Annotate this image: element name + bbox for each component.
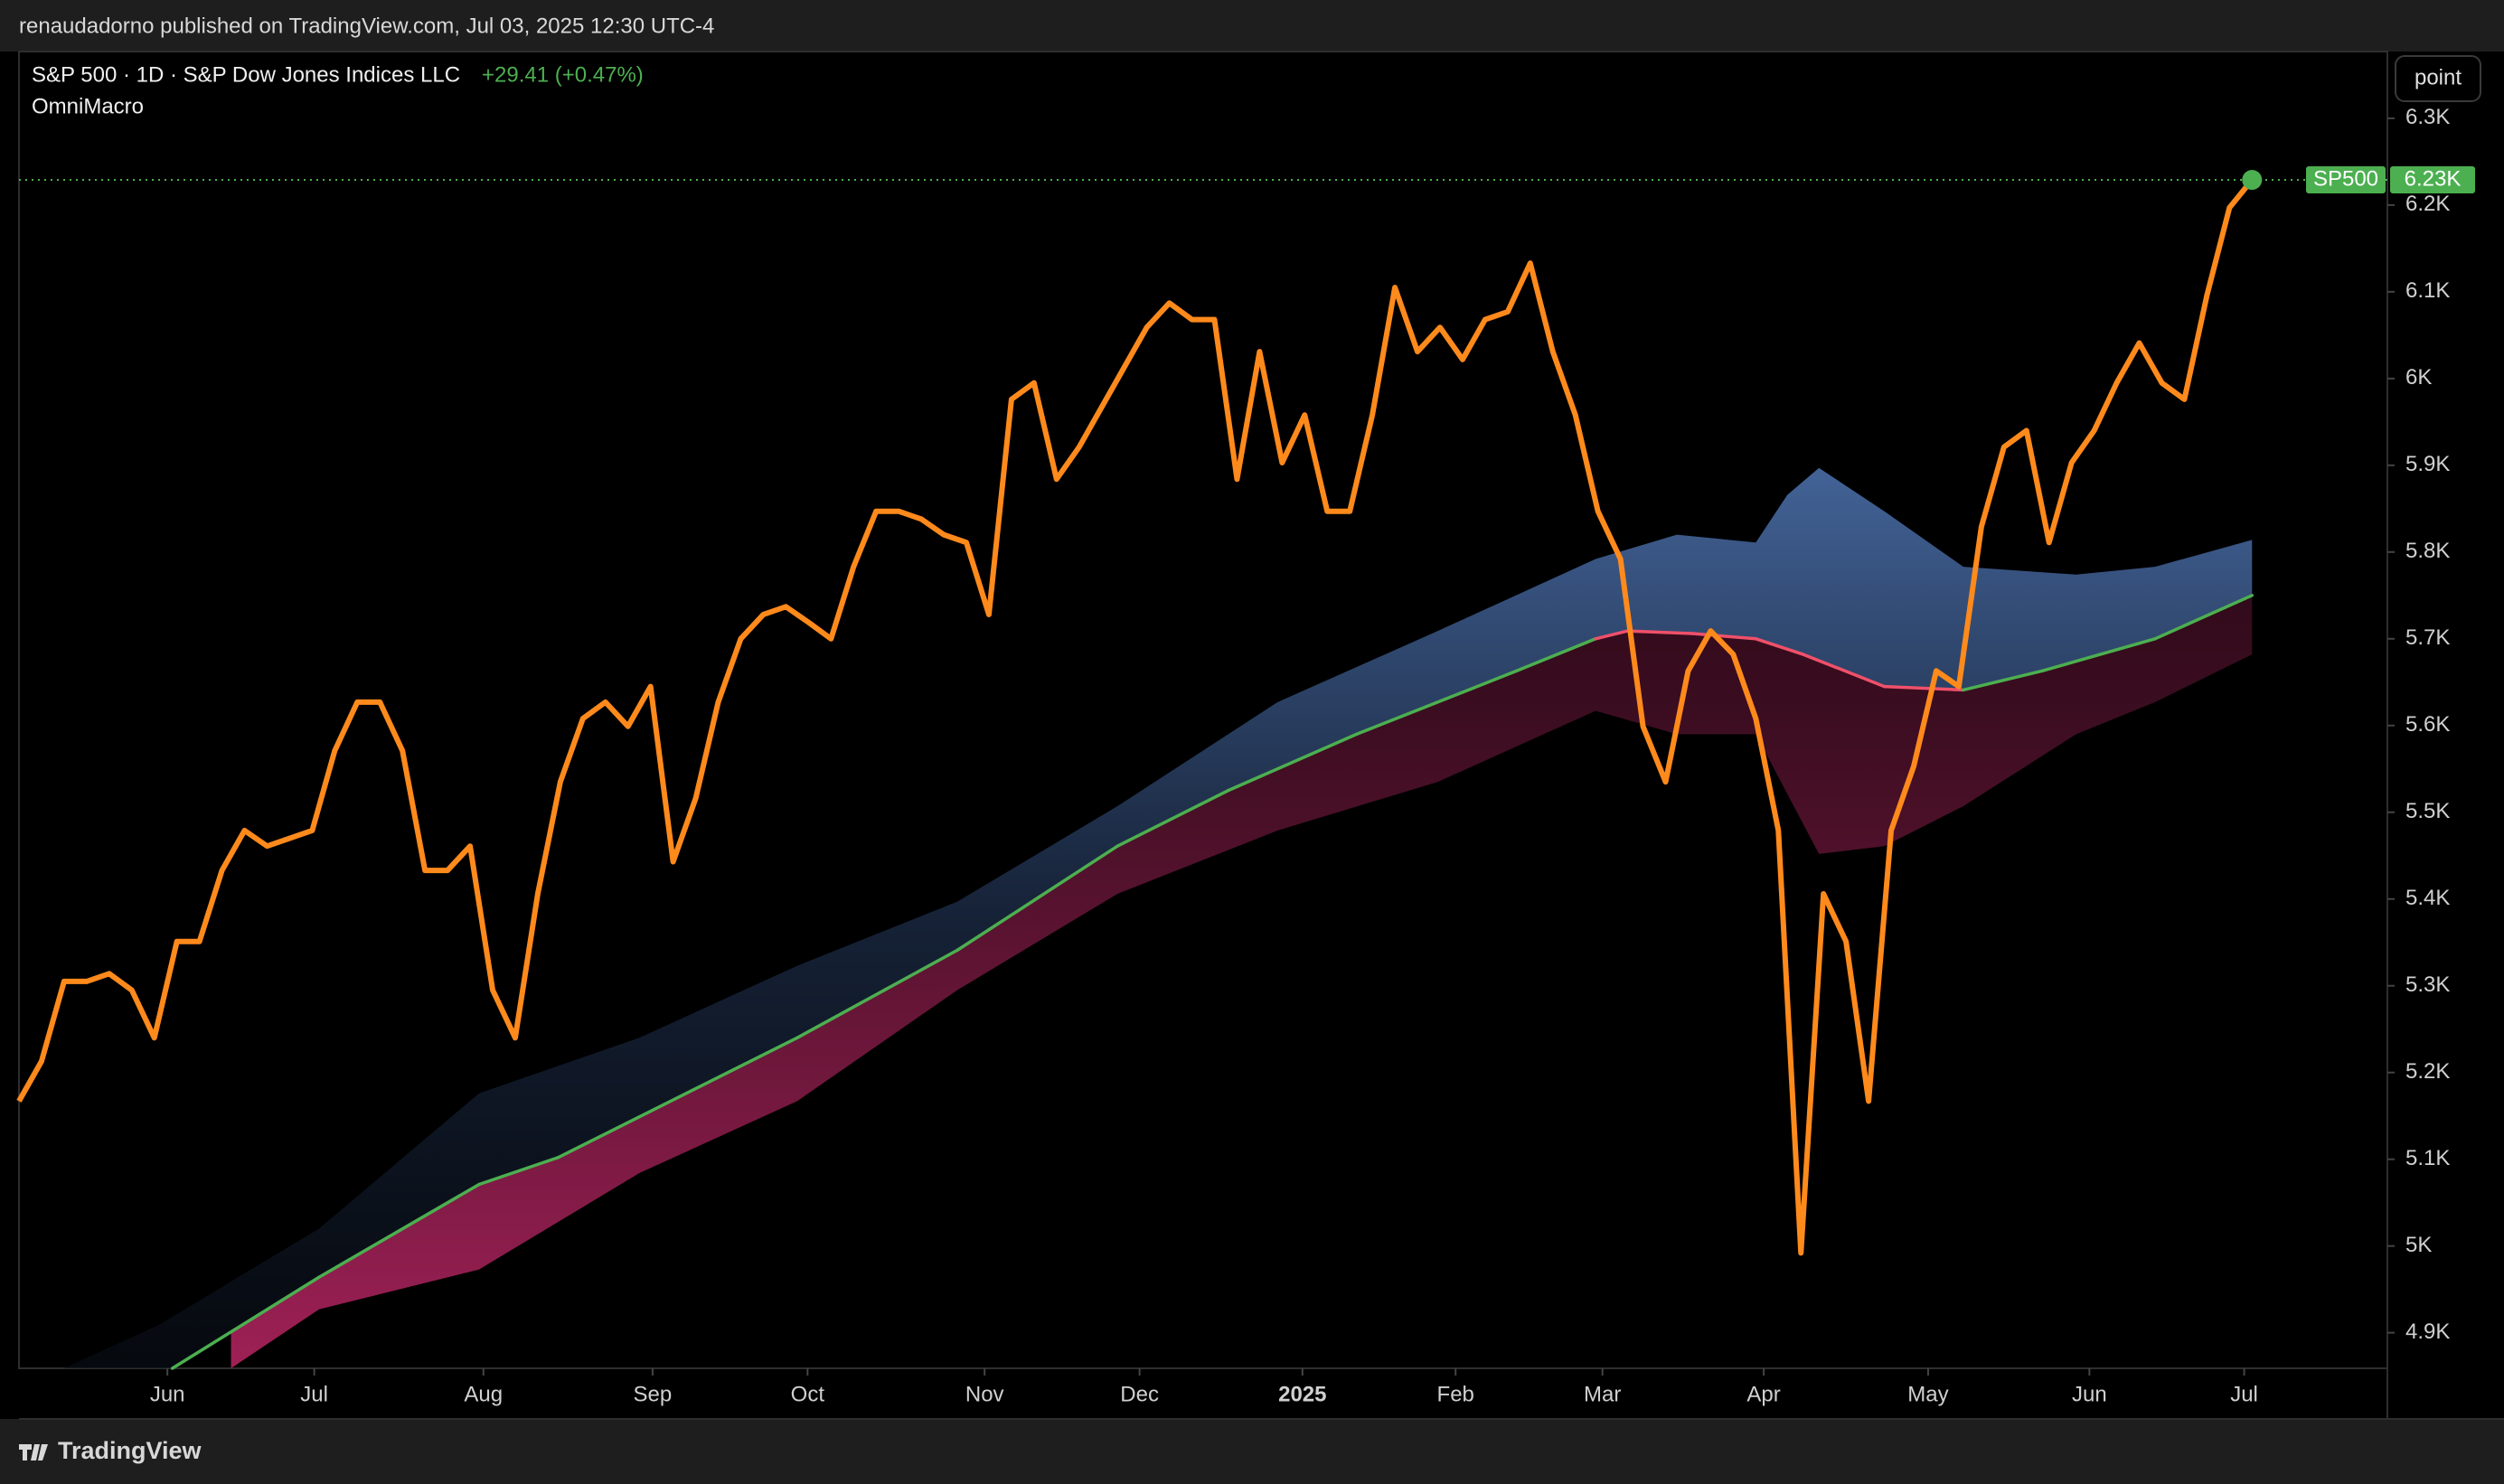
x-tick-label: Jul: [2230, 1382, 2258, 1406]
x-tick-label: Feb: [1437, 1382, 1474, 1406]
y-tick-label: 5.4K: [2405, 886, 2450, 910]
series-tag-label: SP500: [2313, 166, 2378, 191]
y-tick-label: 5.8K: [2405, 539, 2450, 563]
moving-average-segment: [1801, 653, 1887, 689]
y-tick-label: 5.6K: [2405, 712, 2450, 737]
y-tick-label: 6.1K: [2405, 278, 2450, 303]
y-tick-label: 5.2K: [2405, 1059, 2450, 1084]
x-tick-label: Oct: [791, 1382, 825, 1406]
y-tick-label: 5.3K: [2405, 972, 2450, 997]
moving-average-segment: [477, 1156, 560, 1187]
last-price-dot: [2242, 170, 2263, 191]
chart-title: S&P 500 · 1D · S&P Dow Jones Indices LLC: [32, 62, 460, 87]
x-tick-label: Mar: [1584, 1382, 1621, 1406]
y-tick-label: 5.5K: [2405, 799, 2450, 823]
moving-average-segment: [1625, 629, 1695, 635]
price-tag-label: 6.23K: [2405, 166, 2462, 191]
y-tick-label: 5K: [2405, 1233, 2432, 1257]
moving-average-segment: [1515, 637, 1597, 673]
moving-average-segment: [1226, 732, 1359, 793]
moving-average-segment: [317, 1182, 481, 1279]
moving-average-segment: [955, 844, 1119, 953]
moving-average-segment: [1754, 637, 1805, 656]
x-tick-label: Aug: [464, 1382, 503, 1406]
price-tag: [2390, 166, 2475, 194]
unit-button-label[interactable]: point: [2415, 65, 2462, 89]
y-tick-label: 5.7K: [2405, 625, 2450, 650]
y-tick-label: 6.2K: [2405, 192, 2450, 216]
moving-average-segment: [795, 948, 959, 1040]
y-tick-label: 6K: [2405, 365, 2432, 390]
moving-average-segment: [1594, 629, 1629, 641]
moving-average-segment: [1962, 669, 2044, 692]
indicator-name: OmniMacro: [32, 94, 144, 118]
y-tick-label: 6.3K: [2405, 105, 2450, 129]
logo: [19, 1444, 48, 1461]
x-tick-label: Jul: [300, 1382, 328, 1406]
moving-average-segment: [1690, 632, 1758, 641]
moving-average-segment: [1882, 684, 1965, 692]
moving-average-segment: [2153, 594, 2255, 641]
brand: TradingView: [58, 1437, 202, 1464]
unit-button[interactable]: [2395, 55, 2481, 102]
moving-average-segment: [1116, 789, 1230, 848]
price-line: [16, 178, 2255, 1256]
y-tick-label: 5.1K: [2405, 1146, 2450, 1170]
x-tick-label: Sep: [634, 1382, 673, 1406]
published-note: renaudadorno published on TradingView.co…: [19, 14, 714, 38]
x-tick-label: May: [1907, 1382, 1948, 1406]
y-tick-label: 4.9K: [2405, 1320, 2450, 1344]
x-tick-label: Apr: [1746, 1382, 1780, 1406]
x-tick-label: Nov: [965, 1382, 1004, 1406]
x-tick-label: Jun: [2072, 1382, 2107, 1406]
x-tick-label: 2025: [1278, 1382, 1326, 1406]
y-tick-label: 5.9K: [2405, 452, 2450, 476]
x-tick-label: Dec: [1120, 1382, 1159, 1406]
x-tick-label: Jun: [150, 1382, 185, 1406]
moving-average-segment: [170, 1275, 321, 1370]
top-bar: [0, 0, 2504, 52]
bottom-bar: [0, 1419, 2504, 1484]
moving-average-segment: [1354, 669, 1519, 737]
price-change: +29.41 (+0.47%): [482, 62, 644, 87]
moving-average-segment: [556, 1036, 799, 1160]
series-tag: [2306, 166, 2386, 194]
moving-average-segment: [2040, 637, 2157, 673]
